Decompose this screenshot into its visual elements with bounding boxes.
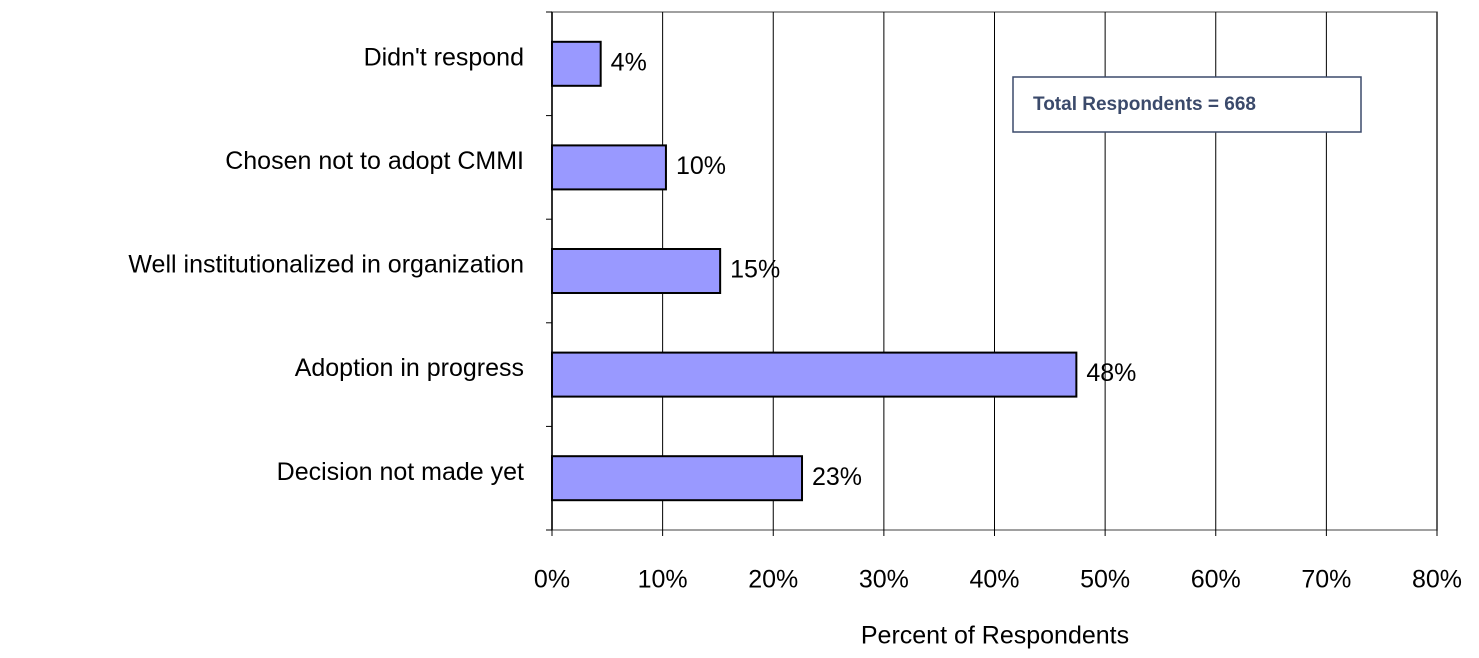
data-label: 23% — [812, 463, 862, 491]
data-label: 10% — [676, 152, 726, 180]
y-tick-label: Decision not made yet — [277, 458, 524, 486]
x-tick-label: 60% — [1191, 566, 1241, 594]
x-axis-label: Percent of Respondents — [861, 622, 1129, 650]
data-label: 15% — [730, 256, 780, 284]
y-tick-label: Didn't respond — [364, 43, 524, 71]
data-label: 48% — [1086, 359, 1136, 387]
x-tick-label: 0% — [534, 566, 570, 594]
bar — [551, 40, 602, 87]
annotation: Total Respondents = 668 — [1033, 94, 1256, 115]
x-tick-label: 80% — [1412, 566, 1462, 594]
x-tick-label: 10% — [638, 566, 688, 594]
annotation-box — [1012, 76, 1362, 133]
bar — [551, 455, 804, 502]
x-tick-label: 40% — [969, 566, 1019, 594]
x-tick-label: 20% — [748, 566, 798, 594]
y-tick-label: Chosen not to adopt CMMI — [225, 147, 524, 175]
data-label: 4% — [611, 48, 647, 76]
x-tick-label: 70% — [1301, 566, 1351, 594]
bar — [551, 351, 1078, 398]
bar — [551, 248, 722, 294]
x-tick-label: 50% — [1080, 566, 1130, 594]
y-tick-label: Well institutionalized in organization — [128, 251, 524, 279]
y-tick-label: Adoption in progress — [295, 354, 524, 382]
x-tick-label: 30% — [859, 566, 909, 594]
bar — [551, 144, 667, 191]
